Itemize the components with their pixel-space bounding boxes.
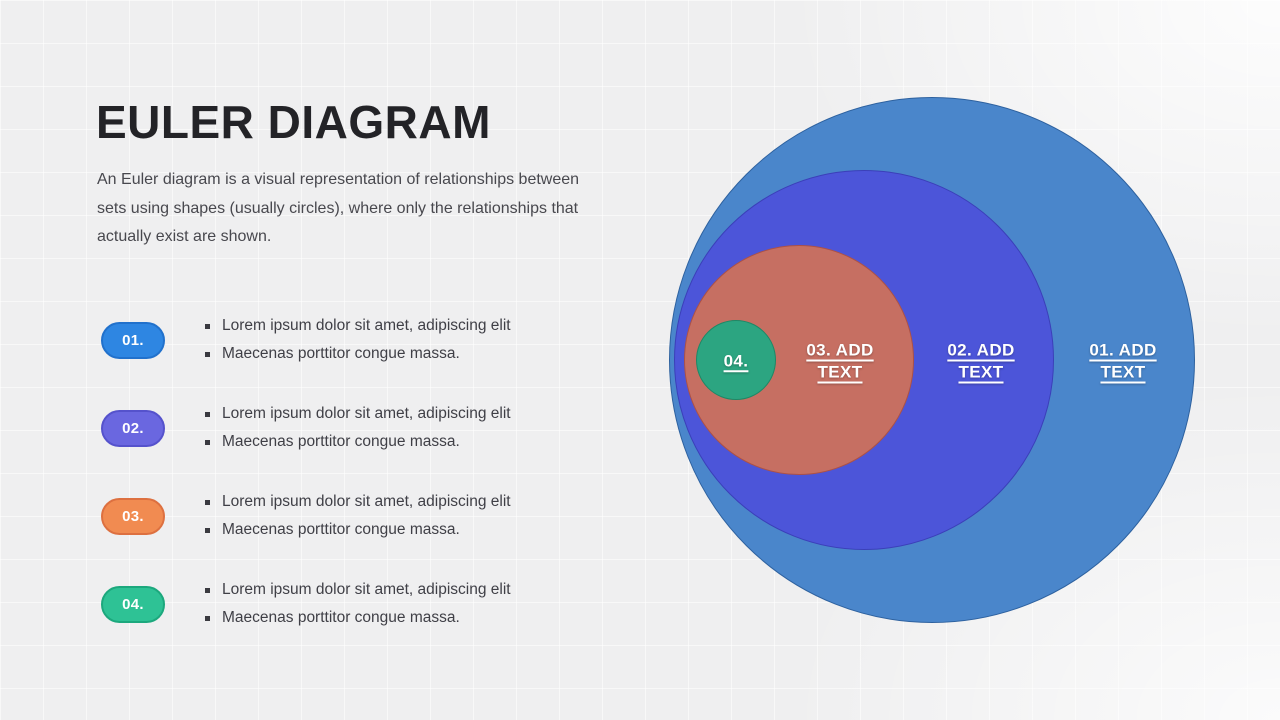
number-badge-2: 02. <box>101 409 165 447</box>
list-item: 03. Lorem ipsum dolor sit amet, adipisci… <box>101 488 511 544</box>
bullet-text: Maecenas porttitor congue massa. <box>205 604 511 632</box>
bullet-list: Lorem ipsum dolor sit amet, adipiscing e… <box>205 312 511 368</box>
bullet-text: Lorem ipsum dolor sit amet, adipiscing e… <box>205 488 511 516</box>
circle-label-set-01[interactable]: 01. ADD TEXT <box>1089 340 1157 382</box>
circle-label-set-03[interactable]: 03. ADD TEXT <box>806 340 874 382</box>
bullet-text: Maecenas porttitor congue massa. <box>205 428 511 456</box>
bullet-text: Maecenas porttitor congue massa. <box>205 340 511 368</box>
list-item: 01. Lorem ipsum dolor sit amet, adipisci… <box>101 312 511 368</box>
page-description: An Euler diagram is a visual representat… <box>97 171 580 245</box>
bullet-list: Lorem ipsum dolor sit amet, adipiscing e… <box>205 488 511 544</box>
circle-label-set-04[interactable]: 04. <box>723 351 749 371</box>
list-item: 02. Lorem ipsum dolor sit amet, adipisci… <box>101 400 511 456</box>
number-badge-1: 01. <box>101 321 165 359</box>
bullet-list: Lorem ipsum dolor sit amet, adipiscing e… <box>205 576 511 632</box>
bullet-list: Lorem ipsum dolor sit amet, adipiscing e… <box>205 400 511 456</box>
euler-circle-set-04 <box>696 320 776 400</box>
page-title: EULER DIAGRAM <box>96 96 491 148</box>
bullet-text: Lorem ipsum dolor sit amet, adipiscing e… <box>205 312 511 340</box>
bullet-text: Lorem ipsum dolor sit amet, adipiscing e… <box>205 576 511 604</box>
legend-list: 01. Lorem ipsum dolor sit amet, adipisci… <box>101 312 511 664</box>
bullet-text: Maecenas porttitor congue massa. <box>205 516 511 544</box>
list-item: 04. Lorem ipsum dolor sit amet, adipisci… <box>101 576 511 632</box>
circle-label-set-02[interactable]: 02. ADD TEXT <box>947 340 1015 382</box>
number-badge-4: 04. <box>101 585 165 623</box>
number-badge-3: 03. <box>101 497 165 535</box>
bullet-text: Lorem ipsum dolor sit amet, adipiscing e… <box>205 400 511 428</box>
